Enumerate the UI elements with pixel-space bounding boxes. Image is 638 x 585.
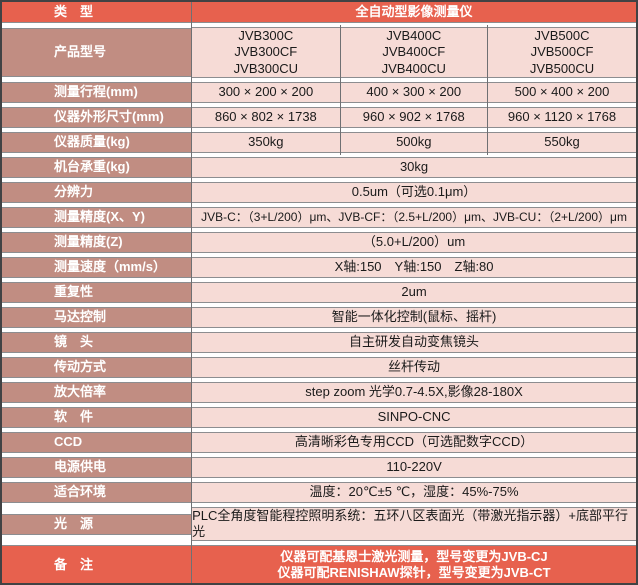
header-title-cell: 全自动型影像测量仪 <box>191 1 637 25</box>
table-row-accuracy-z: 测量精度(Z) （5.0+L/200）um <box>1 229 637 255</box>
spec-value: 30kg <box>192 156 636 178</box>
spec-value: 高清晰彩色专用CCD（可选配数字CCD） <box>192 431 636 453</box>
spec-value: SINPO-CNC <box>192 406 636 428</box>
model-list-col3: JVB500C JVB500CF JVB500CU <box>488 27 636 78</box>
row-label: 适合环境 <box>2 481 192 503</box>
spec-value: （5.0+L/200）um <box>192 231 636 253</box>
row-label: 重复性 <box>2 281 192 303</box>
table-row-ccd: CCD 高清晰彩色专用CCD（可选配数字CCD） <box>1 429 637 455</box>
table-row-travel: 测量行程(mm) 300 × 200 × 200 400 × 300 × 200… <box>1 79 637 105</box>
row-label: 测量速度（mm/s） <box>2 256 192 278</box>
spec-value: 400 × 300 × 200 <box>340 81 487 103</box>
model-name: JVB500CU <box>529 60 595 76</box>
row-label: 软 件 <box>2 406 192 428</box>
model-name: JVB300C <box>238 28 294 43</box>
spec-value: 智能一体化控制(鼠标、摇杆) <box>192 306 636 328</box>
spec-value: 自主研发自动变焦镜头 <box>192 331 636 353</box>
table-row-weight: 仪器质量(kg) 350kg 500kg 550kg <box>1 129 637 155</box>
model-list-col1: JVB300C JVB300CF JVB300CU <box>192 27 340 78</box>
row-label-product-model: 产品型号 <box>2 27 192 77</box>
spec-value: 2um <box>192 281 636 303</box>
model-name: JVB400CF <box>382 44 446 60</box>
table-row-accuracy-xy: 测量精度(X、Y) JVB-C：（3+L/200）μm、JVB-CF：（2.5+… <box>1 204 637 230</box>
row-label: 分辨力 <box>2 181 192 203</box>
model-name: JVB400CU <box>381 60 446 76</box>
model-name: JVB400C <box>386 28 442 43</box>
table-row-speed: 测量速度（mm/s） X轴:150 Y轴:150 Z轴:80 <box>1 254 637 280</box>
spec-value: 500kg <box>340 131 487 153</box>
table-row-motor-control: 马达控制 智能一体化控制(鼠标、摇杆) <box>1 304 637 330</box>
spec-value: 860 × 802 × 1738 <box>192 106 340 128</box>
table-row-lens: 镜 头 自主研发自动变焦镜头 <box>1 329 637 355</box>
spec-value: 350kg <box>192 131 340 153</box>
row-label: 光 源 <box>2 513 192 535</box>
table-row-repeatability: 重复性 2um <box>1 279 637 305</box>
model-name: JVB300CF <box>234 44 298 60</box>
row-label: 电源供电 <box>2 456 192 478</box>
spec-value: 0.5um（可选0.1μm） <box>192 181 636 203</box>
table-row-software: 软 件 SINPO-CNC <box>1 404 637 430</box>
table-row-light-source: 光 源 PLC全角度智能程控照明系统：五环八区表面光（带激光指示器）+底部平行光 <box>1 504 637 544</box>
table-row-environment: 适合环境 温度：20℃±5 ℃，湿度：45%-75% <box>1 479 637 505</box>
table-row-power: 电源供电 110-220V <box>1 454 637 480</box>
row-label: 马达控制 <box>2 306 192 328</box>
spec-value: step zoom 光学0.7-4.5X,影像28-180X <box>192 381 636 403</box>
spec-value: JVB-C：（3+L/200）μm、JVB-CF：（2.5+L/200）μm、J… <box>192 206 636 228</box>
row-label: 放大倍率 <box>2 381 192 403</box>
row-label: 测量精度(Z) <box>2 231 192 253</box>
page-title: 全自动型影像测量仪 <box>192 2 636 23</box>
table-row-dimensions: 仪器外形尺寸(mm) 860 × 802 × 1738 960 × 902 × … <box>1 104 637 130</box>
model-name: JVB300CU <box>233 60 298 76</box>
spec-value: 110-220V <box>192 456 636 478</box>
remarks-value: 仪器可配基恩士激光测量，型号变更为JVB-CJ 仪器可配RENISHAW探针，型… <box>192 545 636 584</box>
row-label: 测量精度(X、Y) <box>2 206 192 228</box>
header-row: 类 型 全自动型影像测量仪 <box>1 1 637 25</box>
table-row-magnification: 放大倍率 step zoom 光学0.7-4.5X,影像28-180X <box>1 379 637 405</box>
spec-value: 500 × 400 × 200 <box>488 81 636 103</box>
spec-value: 丝杆传动 <box>192 356 636 378</box>
model-name: JVB500C <box>534 28 590 43</box>
product-model-row: 产品型号 JVB300C JVB300CF JVB300CU JVB400C J… <box>1 25 637 80</box>
remark-line: 仪器可配基恩士激光测量，型号变更为JVB-CJ <box>280 548 548 564</box>
spec-value: 温度：20℃±5 ℃，湿度：45%-75% <box>192 481 636 503</box>
row-label: 镜 头 <box>2 331 192 353</box>
row-label: 仪器外形尺寸(mm) <box>2 106 192 128</box>
spec-value: PLC全角度智能程控照明系统：五环八区表面光（带激光指示器）+底部平行光 <box>192 506 636 542</box>
row-label: 仪器质量(kg) <box>2 131 192 153</box>
row-label: 测量行程(mm) <box>2 81 192 103</box>
spec-value: 960 × 902 × 1768 <box>340 106 487 128</box>
table-row-resolution: 分辨力 0.5um（可选0.1μm） <box>1 179 637 205</box>
row-label: CCD <box>2 431 192 453</box>
row-label: 机台承重(kg) <box>2 156 192 178</box>
row-label: 传动方式 <box>2 356 192 378</box>
row-label-remarks: 备 注 <box>2 545 192 584</box>
model-list-col2: JVB400C JVB400CF JVB400CU <box>340 27 487 78</box>
spec-value: X轴:150 Y轴:150 Z轴:80 <box>192 256 636 278</box>
model-name: JVB500CF <box>530 44 594 60</box>
spec-value: 300 × 200 × 200 <box>192 81 340 103</box>
header-type-label: 类 型 <box>2 2 192 23</box>
spec-value: 550kg <box>488 131 636 153</box>
table-row-load: 机台承重(kg) 30kg <box>1 154 637 180</box>
table-row-remarks: 备 注 仪器可配基恩士激光测量，型号变更为JVB-CJ 仪器可配RENISHAW… <box>1 543 637 585</box>
table-row-transmission: 传动方式 丝杆传动 <box>1 354 637 380</box>
header-type-cell: 类 型 <box>1 1 192 25</box>
spec-value: 960 × 1120 × 1768 <box>488 106 636 128</box>
